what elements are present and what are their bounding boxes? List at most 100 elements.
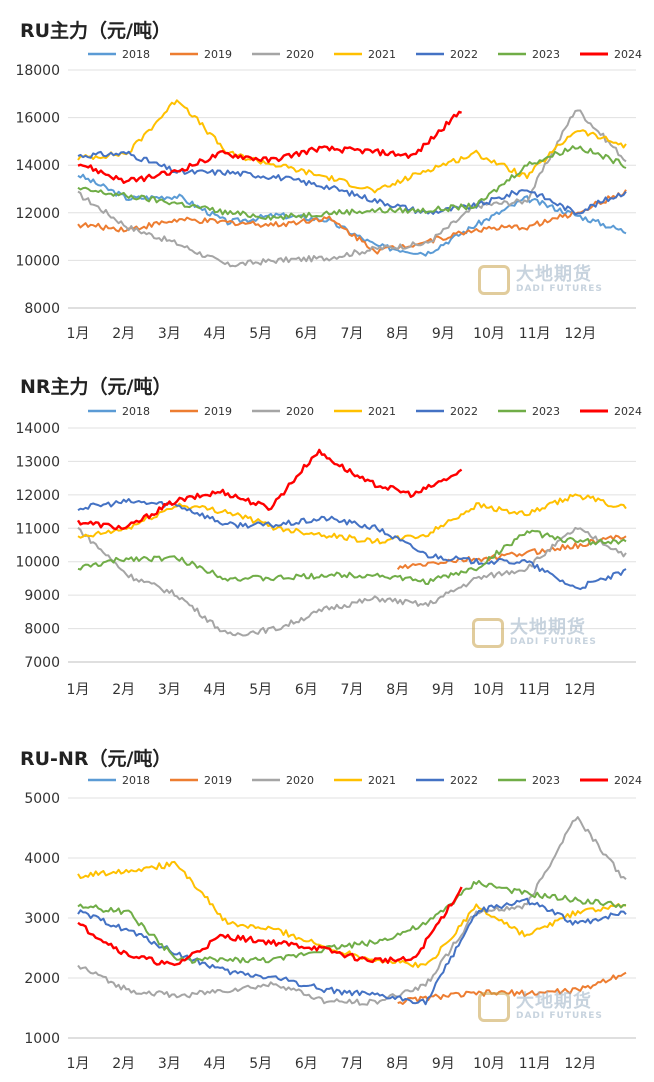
y-tick-label: 14000 [15,158,60,174]
y-tick-label: 11000 [15,521,60,537]
dadi-logo-icon [472,618,504,648]
legend-label: 2018 [122,774,150,787]
legend-label: 2020 [286,774,314,787]
y-tick-label: 16000 [15,111,60,127]
legend-label: 2019 [204,48,232,61]
x-tick-label: 1月 [67,326,90,342]
x-tick-label: 5月 [249,682,272,698]
series-line-2021 [77,860,627,969]
legend-label: 2022 [450,405,478,418]
chart-title: RU-NR（元/吨） [20,748,172,770]
nr-chart: 7000 8000 9000 10000 11000 12000 13000 14000 1月 2… [15,405,642,698]
x-tick-label: 6月 [295,326,318,342]
y-tick-label: 8000 [24,301,60,317]
watermark: 大地期货 DADI FUTURES [472,618,597,648]
x-tick-label: 9月 [432,326,455,342]
x-tick-label: 9月 [432,1056,455,1072]
y-tick-label: 10000 [15,253,60,269]
series-line-2020 [77,526,627,637]
x-tick-label: 3月 [158,326,181,342]
x-tick-label: 8月 [386,682,409,698]
x-tick-label: 4月 [204,682,227,698]
x-tick-label: 6月 [295,1056,318,1072]
x-tick-label: 10月 [473,1056,505,1072]
legend-label: 2023 [532,48,560,61]
ru-chart: 8000 10000 12000 14000 16000 18000 1月 2月 3月 4月 5月 6… [15,48,642,342]
y-tick-label: 13000 [15,454,60,470]
x-tick-label: 7月 [341,1056,364,1072]
watermark-cn: 大地期货 [516,990,592,1012]
legend-label: 2023 [532,774,560,787]
y-tick-label: 8000 [24,622,60,638]
watermark: 大地期货 DADI FUTURES [478,992,603,1022]
watermark-cn: 大地期货 [510,616,586,638]
x-tick-label: 5月 [249,326,272,342]
legend-label: 2024 [614,405,642,418]
x-tick-label: 4月 [204,326,227,342]
y-tick-label: 1000 [24,1031,60,1047]
y-tick-label: 4000 [24,851,60,867]
legend-label: 2022 [450,774,478,787]
series-line-2022 [77,150,627,216]
legend-label: 2023 [532,405,560,418]
legend-label: 2020 [286,48,314,61]
legend-label: 2021 [368,405,396,418]
watermark-en: DADI FUTURES [516,283,603,294]
series-line-2024 [77,110,463,185]
legend-label: 2018 [122,48,150,61]
x-tick-label: 2月 [112,682,135,698]
legend-label: 2019 [204,405,232,418]
series-line-2021 [77,99,627,194]
y-tick-label: 2000 [24,971,60,987]
x-tick-label: 1月 [67,682,90,698]
x-tick-label: 3月 [158,1056,181,1072]
legend-label: 2020 [286,405,314,418]
y-tick-label: 18000 [15,63,60,79]
x-tick-label: 11月 [519,1056,551,1072]
y-tick-label: 9000 [24,588,60,604]
x-tick-label: 11月 [519,326,551,342]
series-line-2024 [76,448,463,531]
ru-chart-panel: RU主力（元/吨） 8000 10000 12000 14000 16000 18000 1… [0,0,654,350]
legend-label: 2019 [204,774,232,787]
watermark: 大地期货 DADI FUTURES [478,265,603,295]
x-tick-label: 5月 [249,1056,272,1072]
x-tick-label: 10月 [473,682,505,698]
series-line-2022 [77,897,627,1006]
nr-chart-panel: NR主力（元/吨） 7000 8000 9000 10000 11000 12000 130… [0,360,654,710]
series-line-2023 [77,529,627,585]
y-tick-label: 12000 [15,488,60,504]
series-line-2019 [396,534,627,571]
series-line-2019 [397,971,627,1005]
x-tick-label: 8月 [386,326,409,342]
series-line-2019 [77,189,627,255]
x-tick-label: 11月 [519,682,551,698]
x-tick-label: 6月 [295,682,318,698]
legend-label: 2024 [614,48,642,61]
y-tick-label: 14000 [15,421,60,437]
series-line-2023 [77,145,627,221]
x-tick-label: 9月 [432,682,455,698]
legend-label: 2021 [368,774,396,787]
y-tick-label: 10000 [15,555,60,571]
dadi-logo-icon [478,992,510,1022]
legend-label: 2024 [614,774,642,787]
series-line-2020 [77,816,627,1006]
x-tick-label: 12月 [564,326,596,342]
y-tick-label: 5000 [24,791,60,807]
x-tick-label: 2月 [112,326,135,342]
x-tick-label: 3月 [158,682,181,698]
series-line-2020 [77,109,627,268]
spread-chart-panel: RU-NR（元/吨） 1000 2000 3000 4000 5000 1月 2月 3月 4月 5… [0,730,654,1082]
series-line-2018 [77,173,627,257]
x-tick-label: 2月 [112,1056,135,1072]
legend-label: 2018 [122,405,150,418]
series-line-2021 [77,493,627,545]
legend-label: 2021 [368,48,396,61]
watermark-cn: 大地期货 [516,263,592,285]
x-tick-label: 12月 [564,682,596,698]
x-tick-label: 7月 [341,326,364,342]
y-tick-label: 12000 [15,206,60,222]
x-tick-label: 8月 [386,1056,409,1072]
x-tick-label: 10月 [473,326,505,342]
